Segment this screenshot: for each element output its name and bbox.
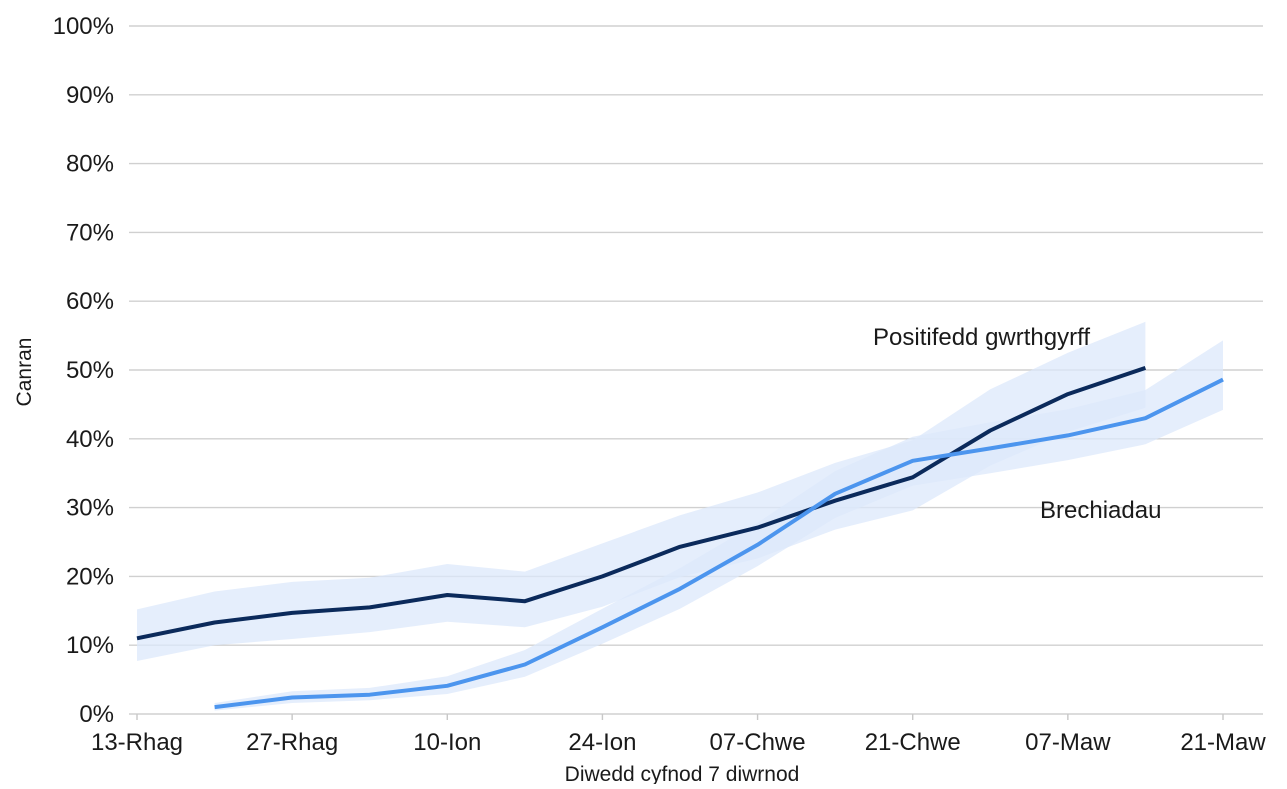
- x-tick-label: 21-Maw: [1180, 729, 1266, 756]
- y-tick-label: 100%: [53, 13, 114, 40]
- x-tick-label: 07-Chwe: [710, 729, 806, 756]
- x-axis-title: Diwedd cyfnod 7 diwrnod: [565, 763, 800, 784]
- y-axis-title: Canran: [13, 338, 36, 407]
- y-tick-label: 80%: [66, 151, 114, 178]
- series-label-positifedd-gwrthgyrff: Positifedd gwrthgyrff: [873, 324, 1090, 351]
- y-tick-label: 30%: [66, 495, 114, 522]
- series-label-brechiadau: Brechiadau: [1040, 497, 1161, 524]
- x-tick-label: 13-Rhag: [91, 729, 183, 756]
- y-tick-label: 90%: [66, 82, 114, 109]
- y-tick-label: 0%: [79, 701, 114, 728]
- x-tick-label: 24-Ion: [568, 729, 636, 756]
- y-tick-label: 60%: [66, 288, 114, 315]
- x-tick-label: 10-Ion: [413, 729, 481, 756]
- y-tick-label: 10%: [66, 632, 114, 659]
- x-tick-label: 27-Rhag: [246, 729, 338, 756]
- x-tick-label: 21-Chwe: [865, 729, 961, 756]
- y-tick-label: 40%: [66, 426, 114, 453]
- y-tick-label: 20%: [66, 563, 114, 590]
- y-tick-label: 50%: [66, 357, 114, 384]
- y-axis-ticks: 0% 10% 20% 30% 40% 50% 60% 70% 80% 90% 100%: [53, 13, 114, 728]
- x-tick-label: 07-Maw: [1025, 729, 1111, 756]
- x-axis-ticks: 13-Rhag 27-Rhag 10-Ion 24-Ion 07-Chwe 21-Chwe…: [91, 714, 1266, 756]
- y-tick-label: 70%: [66, 219, 114, 246]
